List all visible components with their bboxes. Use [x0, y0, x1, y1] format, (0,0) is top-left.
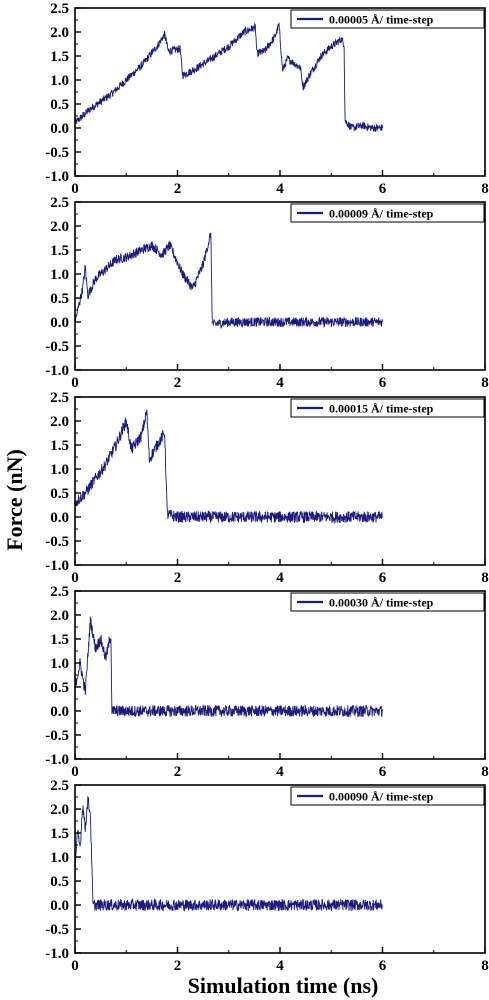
legend-label: 0.00015 Å/ time-step [329, 402, 434, 416]
plot-frame [74, 590, 486, 760]
y-tick-label: 2.0 [50, 414, 69, 430]
legend-label: 0.00005 Å/ time-step [329, 13, 434, 27]
y-tick-label: 1.5 [50, 632, 69, 648]
y-tick-label: -1.0 [45, 946, 69, 962]
y-tick-label: -1.0 [45, 169, 69, 185]
x-tick-label: 0 [71, 958, 79, 974]
x-tick-label: 0 [71, 570, 79, 586]
legend-box [290, 203, 485, 223]
y-tick-label: 0.5 [50, 486, 69, 502]
x-tick-label: 8 [481, 764, 489, 780]
y-tick-label: 2.5 [50, 584, 69, 600]
y-tick-label: 1.5 [50, 438, 69, 454]
x-tick-label: 2 [174, 764, 182, 780]
y-tick-label: 0.0 [50, 704, 69, 720]
x-tick-label: 8 [481, 375, 489, 391]
legend-box [290, 592, 485, 612]
force-trace-1 [74, 22, 383, 132]
x-tick-label: 2 [174, 181, 182, 197]
y-tick-label: 2.5 [50, 1, 69, 17]
x-tick-label: 6 [379, 764, 387, 780]
y-tick-label: 0.0 [50, 510, 69, 526]
force-trace-2 [74, 232, 383, 329]
y-tick-label: 2.0 [50, 608, 69, 624]
panel-5: 2.5 2.0 1.5 1.0 0.5 0.0 -0.5 -1.00 2 4 6 8 0.00090 Å… [45, 778, 489, 974]
y-tick-label: 2.5 [50, 778, 69, 794]
y-tick-label: -1.0 [45, 558, 69, 574]
legend-label: 0.00009 Å/ time-step [329, 207, 434, 221]
x-tick-label: 4 [276, 181, 284, 197]
y-tick-label: 2.5 [50, 195, 69, 211]
x-tick-label: 0 [71, 375, 79, 391]
y-axis-title: Force (nN) [2, 449, 27, 551]
y-tick-label: 1.5 [50, 243, 69, 259]
y-tick-label: 1.0 [50, 462, 69, 478]
y-tick-label: 0.5 [50, 291, 69, 307]
x-tick-label: 2 [174, 570, 182, 586]
force-trace-3 [74, 409, 383, 524]
x-tick-label: 6 [379, 375, 387, 391]
y-tick-label: 0.0 [50, 898, 69, 914]
y-tick-label: 2.5 [50, 390, 69, 406]
plot-frame [74, 201, 486, 371]
legend-box [290, 398, 485, 418]
y-tick-label: -1.0 [45, 363, 69, 379]
y-tick-label: 2.0 [50, 219, 69, 235]
y-tick-label: 2.0 [50, 25, 69, 41]
plot-frame [74, 396, 486, 566]
y-tick-label: 0.5 [50, 97, 69, 113]
x-tick-label: 4 [276, 570, 284, 586]
x-tick-label: 6 [379, 570, 387, 586]
y-tick-label: -0.5 [45, 534, 69, 550]
legend-label: 0.00030 Å/ time-step [329, 596, 434, 610]
legend-box [290, 9, 485, 29]
x-tick-label: 2 [174, 375, 182, 391]
x-tick-label: 8 [481, 570, 489, 586]
y-tick-label: 0.5 [50, 874, 69, 890]
y-tick-label: -0.5 [45, 922, 69, 938]
force-trace-5 [74, 795, 383, 912]
y-tick-label: 1.5 [50, 826, 69, 842]
x-tick-label: 0 [71, 764, 79, 780]
y-tick-label: 2.0 [50, 802, 69, 818]
x-tick-label: 6 [379, 958, 387, 974]
x-tick-label: 4 [276, 375, 284, 391]
y-tick-label: 0.0 [50, 315, 69, 331]
x-tick-label: 8 [481, 958, 489, 974]
y-tick-label: -0.5 [45, 728, 69, 744]
force-trace-4 [74, 616, 383, 718]
y-tick-label: 1.0 [50, 850, 69, 866]
panels: 2.52.01.51.00.50.0-0.5-1.00 2 4 6 80.00005 Å… [45, 1, 489, 974]
y-tick-label: 0.0 [50, 121, 69, 137]
y-tick-label: -1.0 [45, 752, 69, 768]
x-tick-label: 4 [276, 764, 284, 780]
x-tick-label: 4 [276, 958, 284, 974]
y-tick-label: 1.0 [50, 73, 69, 89]
y-tick-label: 0.5 [50, 680, 69, 696]
panel-4: 2.5 2.0 1.5 1.0 0.5 0.0 -0.5 -1.00 2 4 6 8 0.00030 Å… [45, 584, 489, 780]
legend-label: 0.00090 Å/ time-step [329, 790, 434, 804]
y-tick-label: 1.5 [50, 49, 69, 65]
y-tick-label: 1.0 [50, 656, 69, 672]
legend-box [290, 786, 485, 806]
x-tick-label: 0 [71, 181, 79, 197]
panel-2: 2.5 2.0 1.5 1.0 0.5 0.0 -0.5 -1.00 2 4 6 8 0.00009 Å… [45, 195, 489, 391]
plot-frame [74, 784, 486, 954]
y-tick-label: -0.5 [45, 339, 69, 355]
x-axis-title: Simulation time (ns) [188, 973, 379, 998]
y-tick-label: 1.0 [50, 267, 69, 283]
panel-3: 2.5 2.0 1.5 1.0 0.5 0.0 -0.5 -1.00 2 4 6 8 0.00015 Å… [45, 390, 489, 586]
panel-1: 2.5 2.0 1.5 1.0 0.5 0.0 -0.5 -1.00 2 4 6 8 0.00005 Å… [45, 1, 489, 197]
x-tick-label: 6 [379, 181, 387, 197]
x-tick-label: 8 [481, 181, 489, 197]
y-tick-label: -0.5 [45, 145, 69, 161]
x-tick-label: 2 [174, 958, 182, 974]
